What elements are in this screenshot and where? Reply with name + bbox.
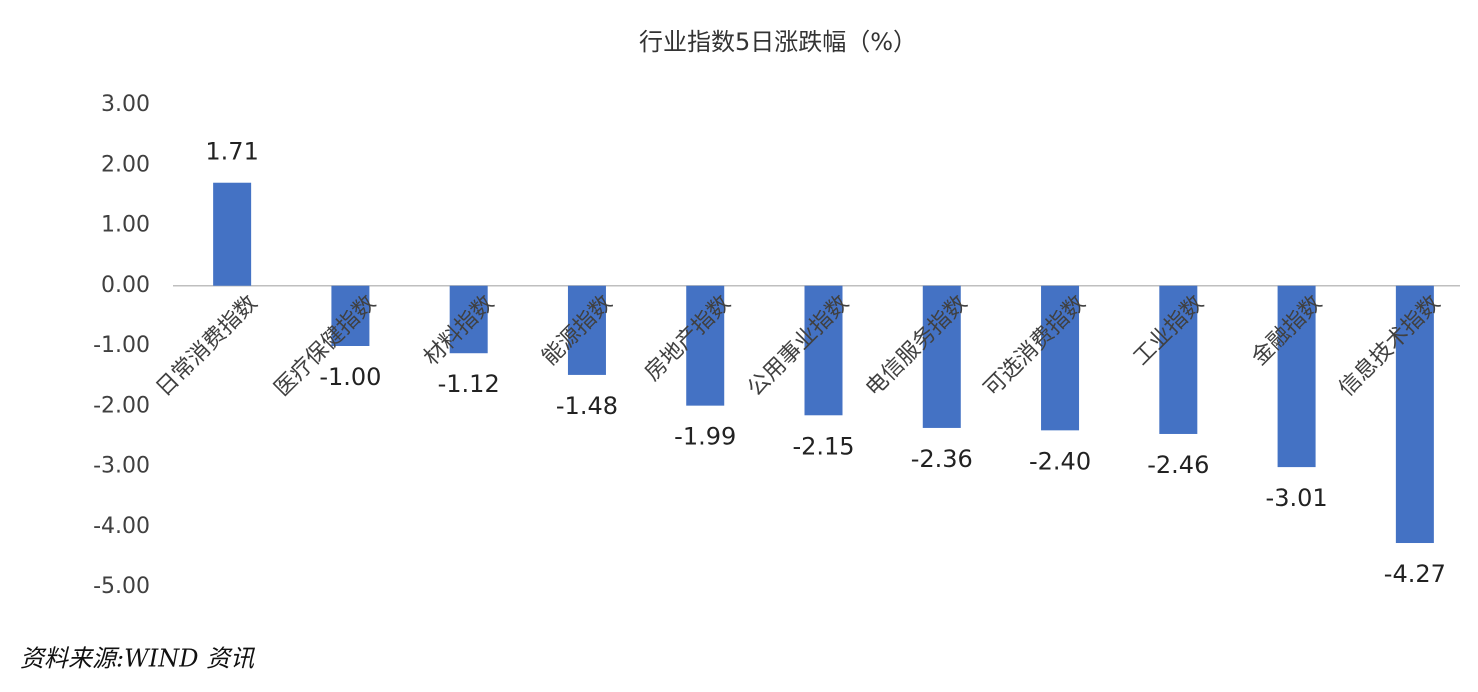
y-tick-label: 3.00 xyxy=(101,92,150,117)
y-tick-label: 2.00 xyxy=(101,152,150,177)
y-tick-label: -2.00 xyxy=(93,393,150,418)
bar xyxy=(686,285,725,406)
bar xyxy=(1395,285,1434,544)
value-label: -2.40 xyxy=(1029,447,1091,475)
bar xyxy=(449,285,488,354)
bar xyxy=(1277,285,1316,468)
chart-title: 行业指数5日涨跌幅（%） xyxy=(639,28,917,56)
y-tick-label: -3.00 xyxy=(93,454,150,479)
y-tick-label: 1.00 xyxy=(101,213,150,238)
value-label: -4.27 xyxy=(1384,560,1446,588)
bar xyxy=(213,182,252,286)
value-label: -2.36 xyxy=(911,445,973,473)
value-label: -1.48 xyxy=(556,392,618,420)
source-note: 资料来源:WIND 资讯 xyxy=(20,645,255,673)
bar xyxy=(1159,285,1198,434)
bar xyxy=(922,285,961,428)
value-label: -2.15 xyxy=(792,432,854,460)
bar xyxy=(1041,285,1080,431)
value-label: 1.71 xyxy=(205,138,258,166)
bar xyxy=(331,285,370,346)
y-tick-label: -5.00 xyxy=(93,574,150,599)
y-tick-label: 0.00 xyxy=(101,273,150,298)
y-tick-label: -4.00 xyxy=(93,514,150,539)
value-label: -1.99 xyxy=(674,423,736,451)
x-tick-label: 日常消费指数 xyxy=(152,291,263,402)
value-label: -3.01 xyxy=(1266,484,1328,512)
bar xyxy=(567,285,606,375)
value-label: -2.46 xyxy=(1147,451,1209,479)
value-label: -1.00 xyxy=(319,363,381,391)
y-tick-label: -1.00 xyxy=(93,333,150,358)
value-label: -1.12 xyxy=(438,370,500,398)
bar xyxy=(804,285,843,416)
